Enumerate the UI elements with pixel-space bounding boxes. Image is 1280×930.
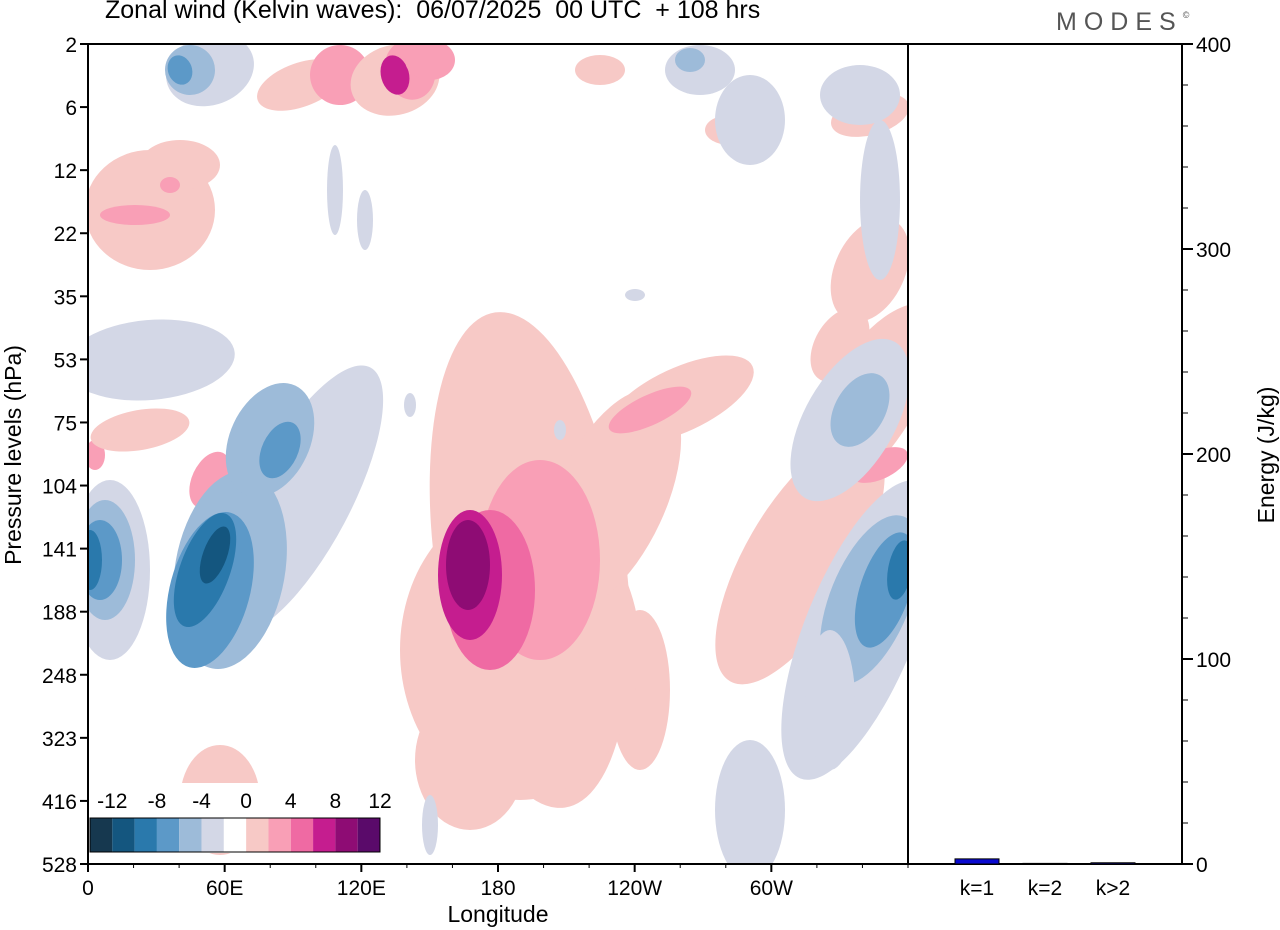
colorbar-swatch	[268, 818, 291, 852]
contour-region	[715, 75, 785, 165]
colorbar-swatch	[357, 818, 380, 852]
contour-region	[357, 190, 373, 250]
y-tick-label: 248	[42, 665, 77, 688]
contour-region	[608, 386, 692, 434]
y-tick-label: 22	[54, 223, 77, 246]
colorbar: -12 -8 -4 0 4 8 12	[88, 783, 392, 853]
colorbar-tick-label: 4	[285, 790, 297, 813]
energy-bar	[1022, 862, 1068, 865]
colorbar-swatch	[179, 818, 202, 852]
contour-region	[405, 44, 455, 80]
y-tick-label: 141	[42, 539, 77, 562]
y-tick-label: 53	[54, 349, 77, 372]
colorbar-swatch	[246, 818, 269, 852]
energy-bar	[954, 858, 1000, 865]
colorbar-swatch	[134, 818, 157, 852]
contour-region	[860, 120, 900, 280]
energy-tick-label: 400	[1196, 34, 1231, 57]
colorbar-tick-label: -8	[148, 790, 167, 813]
y-tick-label: 2	[65, 34, 77, 57]
colorbar-swatch	[313, 818, 336, 852]
contour-region	[160, 177, 180, 193]
y-axis-title: Pressure levels (hPa)	[0, 345, 26, 565]
energy-tick-label: 200	[1196, 444, 1231, 467]
chart-title: Zonal wind (Kelvin waves): 06/07/2025 00…	[105, 0, 761, 24]
y-tick-label: 528	[42, 854, 77, 877]
contour-region	[100, 205, 170, 225]
contour-region	[554, 420, 566, 440]
x-tick-label: 60E	[206, 877, 243, 900]
colorbar-swatch	[90, 818, 113, 852]
y-tick-label: 188	[42, 602, 77, 625]
contour-region	[820, 65, 900, 125]
contour-region	[199, 526, 231, 584]
contour-region	[715, 740, 785, 864]
y-tick-label: 12	[54, 160, 77, 183]
x-tick-label: 180	[480, 877, 515, 900]
contour-region	[805, 630, 855, 770]
x-axis-title: Longitude	[447, 901, 548, 927]
colorbar-swatch	[112, 818, 135, 852]
energy-category-label: k=1	[960, 877, 994, 900]
contour-region	[88, 530, 102, 590]
colorbar-tick-label: 0	[240, 790, 252, 813]
contour-region	[167, 55, 193, 85]
energy-tick-label: 300	[1196, 239, 1231, 262]
contour-region	[852, 447, 908, 483]
colorbar-swatch	[223, 818, 247, 852]
modes-logo: MODES©	[1056, 8, 1190, 36]
contour-region	[90, 408, 190, 452]
energy-bars: k=1 k=2 k>2	[954, 858, 1136, 900]
contour-region	[380, 55, 410, 95]
y-tick-label: 6	[65, 97, 77, 120]
energy-axis-title: Energy (J/kg)	[1253, 387, 1279, 524]
energy-bar	[1090, 862, 1136, 865]
colorbar-tick-label: 8	[330, 790, 342, 813]
y-tick-label: 75	[54, 412, 77, 435]
colorbar-tick-label: 12	[368, 790, 391, 813]
contour-region	[675, 48, 705, 72]
heatmap-contours	[88, 44, 908, 864]
contour-region	[887, 540, 908, 600]
y-tick-label: 104	[42, 476, 77, 499]
energy-category-label: k=2	[1028, 877, 1062, 900]
colorbar-frame	[89, 817, 381, 853]
x-tick-label: 60W	[750, 877, 793, 900]
colorbar-swatch	[335, 818, 358, 852]
colorbar-swatch	[156, 818, 180, 852]
x-tick-label: 120E	[337, 877, 386, 900]
contour-region	[715, 435, 885, 685]
contour-region	[575, 55, 625, 85]
colorbar-tick-label: -4	[192, 790, 211, 813]
colorbar-swatch	[201, 818, 224, 852]
contour-region	[327, 145, 343, 235]
x-tick-label: 120W	[607, 877, 662, 900]
contour-region	[88, 319, 235, 401]
colorbar-swatch	[290, 818, 314, 852]
x-tick-label: 0	[82, 877, 94, 900]
y-tick-label: 323	[42, 728, 77, 751]
energy-tick-label: 0	[1196, 854, 1208, 877]
contour-region	[625, 289, 645, 301]
y-tick-label: 416	[42, 791, 77, 814]
contour-region	[830, 373, 890, 447]
energy-frame	[907, 43, 1183, 865]
contour-region	[422, 795, 438, 855]
colorbar-tick-label: -12	[97, 790, 127, 813]
contour-region	[446, 520, 490, 610]
contour-region	[259, 421, 301, 479]
contour-region	[140, 140, 220, 190]
energy-category-label: k>2	[1096, 877, 1130, 900]
y-tick-label: 35	[54, 286, 77, 309]
contour-region	[404, 393, 416, 417]
energy-tick-label: 100	[1196, 649, 1231, 672]
